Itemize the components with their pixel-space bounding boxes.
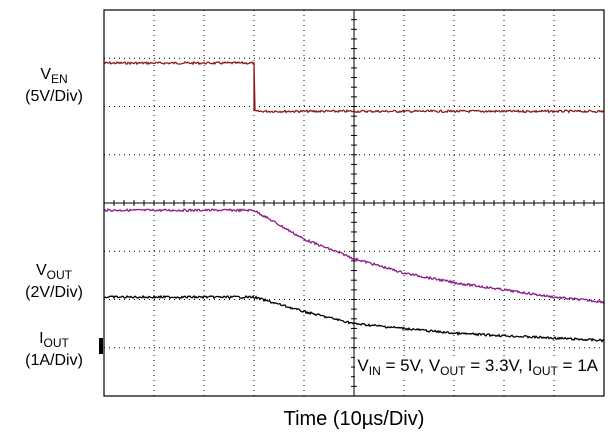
vout-label: VOUT (2V/Div) [4, 262, 104, 302]
x-axis-label: Time (10µs/Div) [283, 408, 425, 430]
plot-frame [103, 9, 605, 397]
oscilloscope-plot [99, 9, 605, 397]
trace-ven [103, 60, 605, 114]
cond-vin-value: = 5V, [380, 356, 429, 375]
iout-label-sub: OUT [43, 336, 69, 350]
ven-label-sub: EN [51, 72, 68, 86]
trace-vout [103, 207, 605, 304]
ven-label: VEN (5V/Div) [4, 66, 104, 106]
cond-iout-sub: OUT [532, 364, 558, 378]
cond-iout-value: = 1A [557, 356, 598, 375]
vout-label-sub: OUT [46, 268, 72, 282]
plot-traces [103, 60, 605, 343]
iout-ground-marker [99, 338, 103, 354]
vout-scale: (2V/Div) [25, 284, 83, 301]
iout-scale: (1A/Div) [25, 352, 83, 369]
cond-vin-main: V [357, 356, 369, 375]
ven-label-main: V [40, 66, 51, 83]
vout-label-main: V [35, 262, 47, 279]
plot-grid [103, 9, 605, 397]
cond-iout-main: I [527, 356, 533, 375]
iout-label-main: I [39, 330, 44, 347]
cond-vin-sub: IN [368, 364, 381, 378]
ven-scale: (5V/Div) [25, 88, 83, 105]
cond-vout-main: V [428, 356, 441, 375]
trace-iout [103, 294, 605, 343]
cond-vout-sub: OUT [440, 364, 466, 378]
test-conditions: VIN = 5V, VOUT = 3.3V, IOUT = 1A [355, 356, 600, 378]
iout-label: IOUT (1A/Div) [4, 330, 104, 370]
cond-vout-value: = 3.3V, [465, 356, 528, 375]
